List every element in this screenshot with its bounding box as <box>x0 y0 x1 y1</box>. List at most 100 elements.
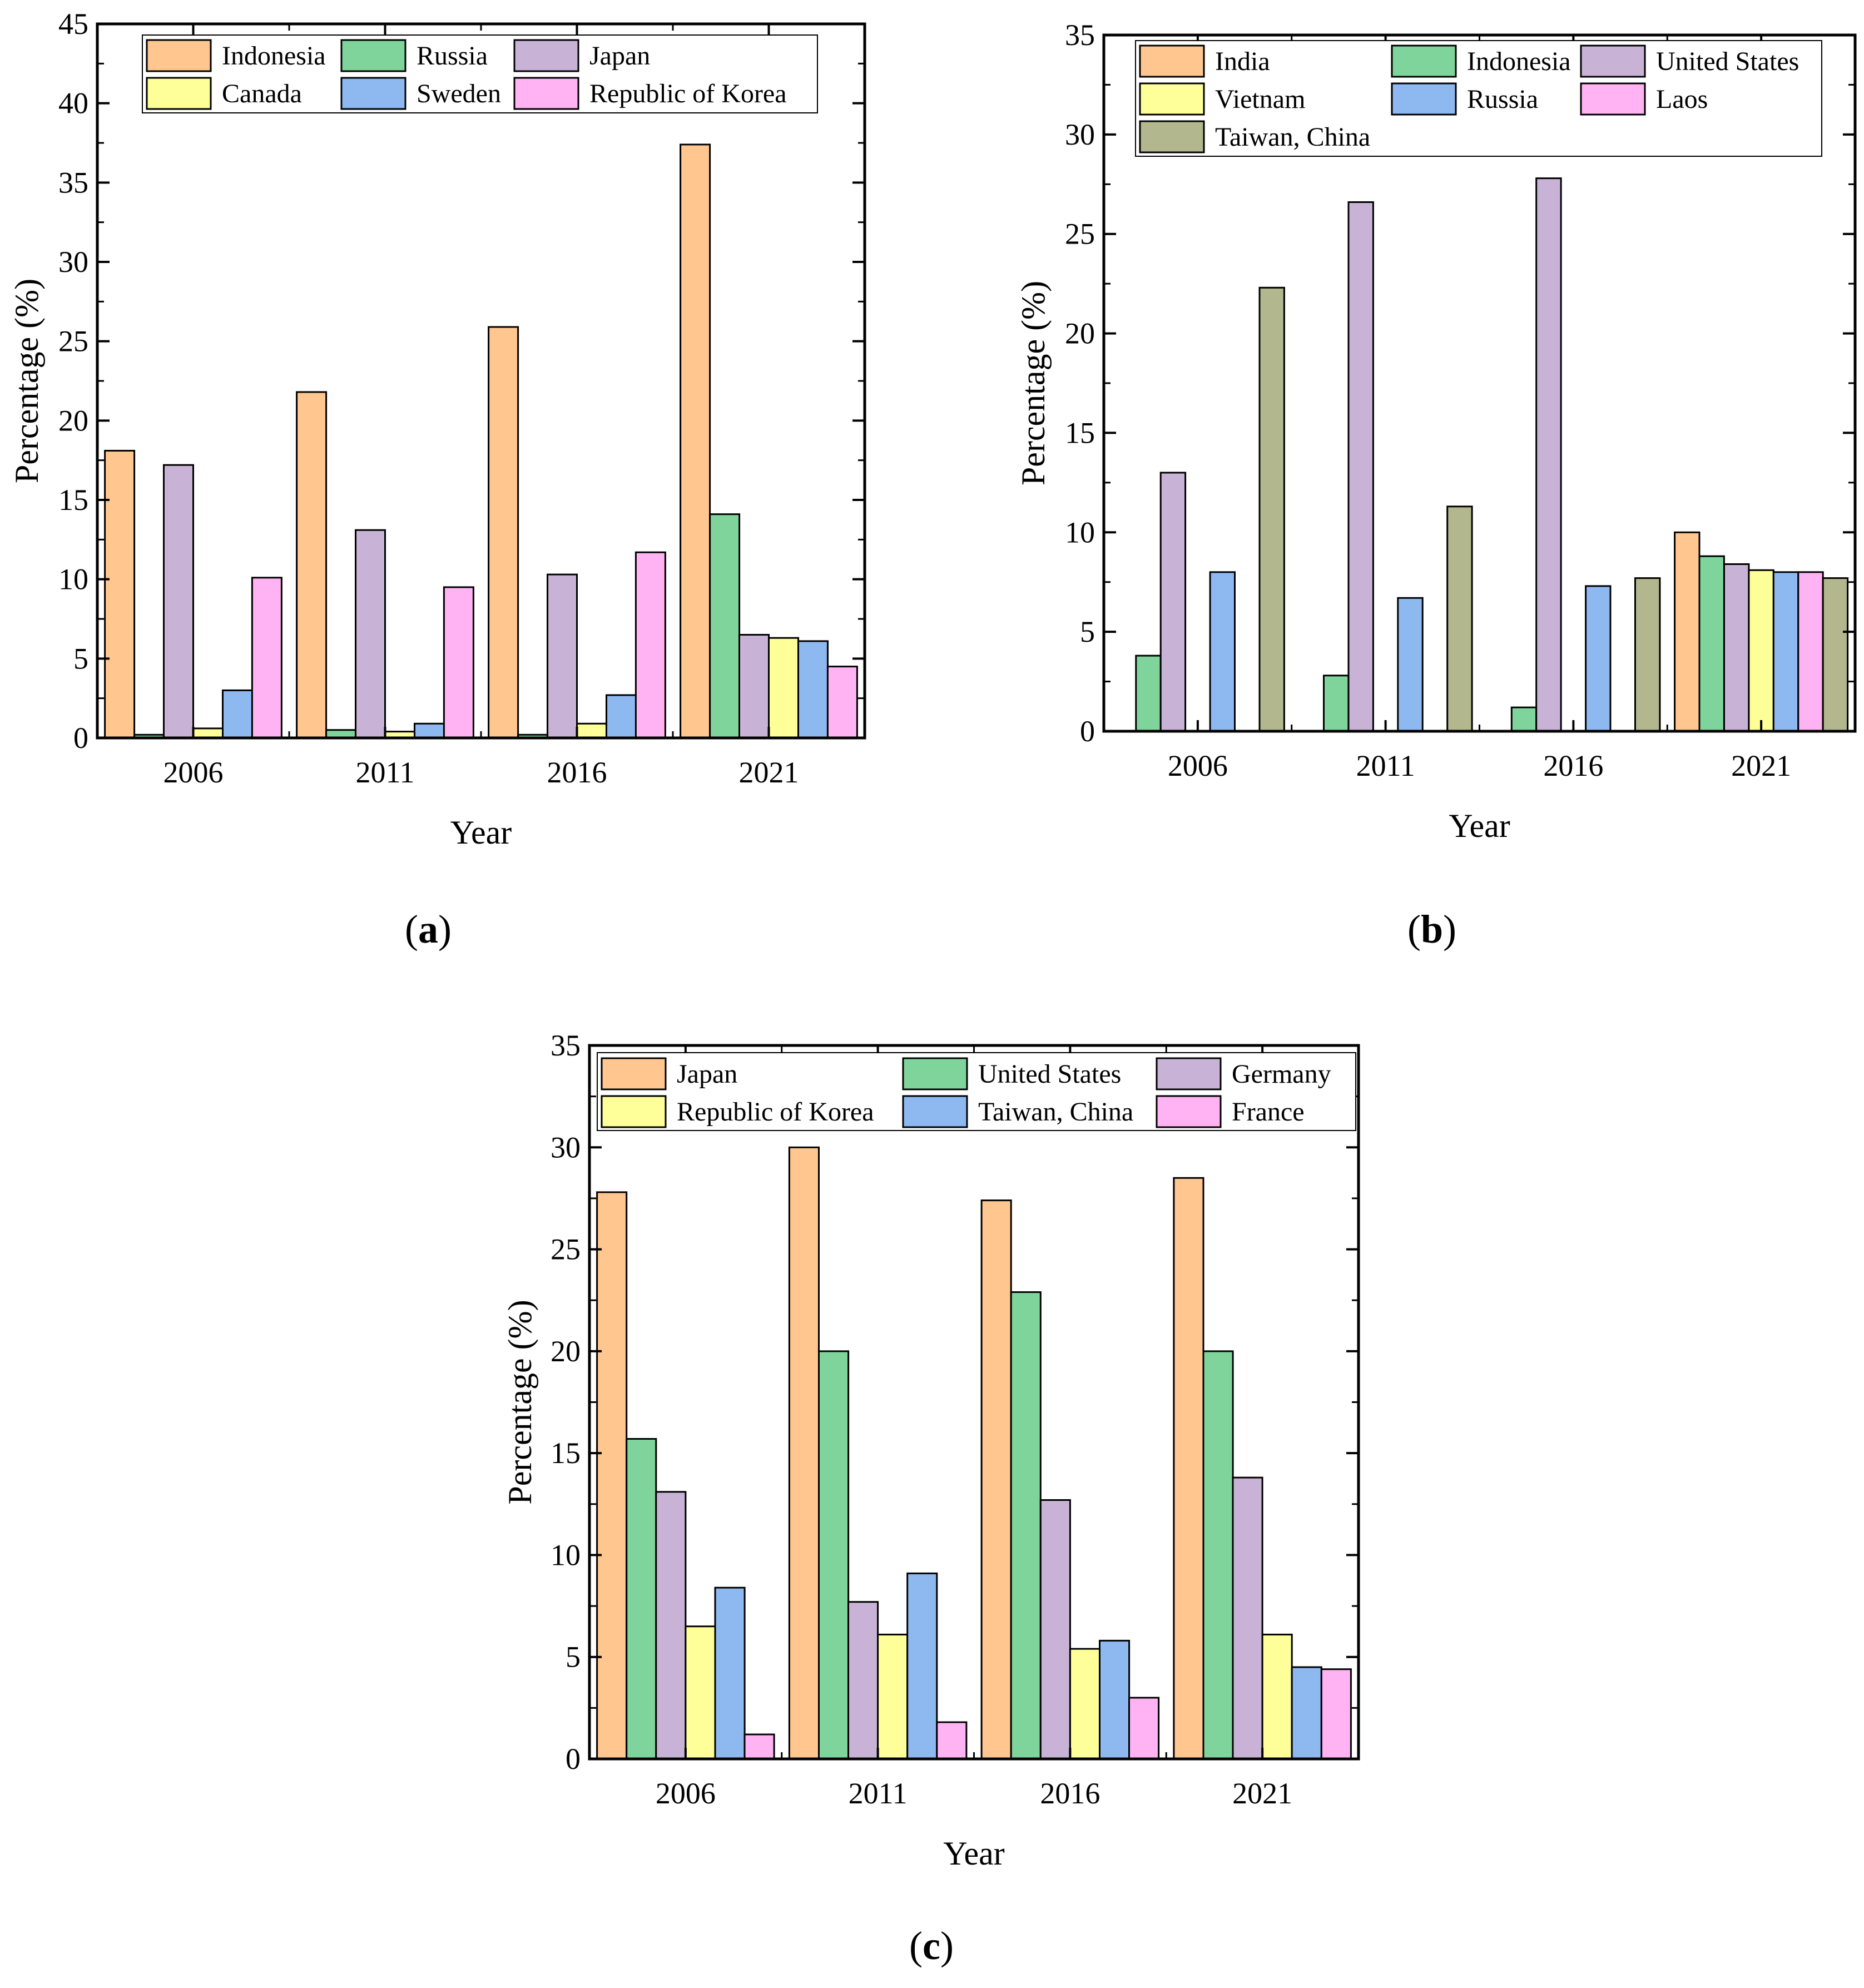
y-tick-label: 10 <box>551 1538 581 1571</box>
x-tick-label: 2021 <box>739 756 799 789</box>
legend-box <box>597 1052 1356 1131</box>
legend-swatch <box>146 77 212 110</box>
x-tick-label: 2016 <box>1543 749 1603 782</box>
y-tick-label: 30 <box>1065 118 1095 151</box>
bar-united-states-2006 <box>1159 472 1187 732</box>
bar-indonesia-2016 <box>1510 706 1538 732</box>
bar-russia-2016 <box>1585 585 1612 732</box>
y-axis-title: Percentage (%) <box>502 1300 538 1504</box>
bar-republic-of-korea-2016 <box>1069 1648 1101 1760</box>
legend-label: India <box>1215 47 1270 76</box>
x-tick-label: 2011 <box>1356 749 1415 782</box>
x-axis-title: Year <box>943 1835 1005 1872</box>
legend-swatch <box>1580 82 1646 116</box>
legend-swatch <box>902 1057 968 1090</box>
y-tick-label: 5 <box>1080 615 1095 648</box>
legend-swatch <box>340 77 406 110</box>
legend-swatch <box>1156 1057 1222 1090</box>
legend-swatch <box>601 1095 667 1128</box>
y-tick-label: 15 <box>58 483 88 517</box>
bar-india-2021 <box>1674 531 1701 732</box>
bar-canada-2006 <box>192 727 224 739</box>
bar-russia-2021 <box>709 513 741 739</box>
legend-swatch <box>1391 82 1457 116</box>
legend-swatch <box>601 1057 667 1090</box>
bar-vietnam-2021 <box>1748 569 1774 732</box>
bar-united-states-2016 <box>1535 177 1562 732</box>
bar-france-2021 <box>1320 1668 1352 1760</box>
bar-germany-2016 <box>1039 1499 1071 1760</box>
bar-canada-2021 <box>768 637 799 739</box>
bar-canada-2016 <box>576 722 607 739</box>
legend-label: United States <box>1656 47 1799 76</box>
bar-germany-2021 <box>1232 1476 1263 1760</box>
bar-indonesia-2006 <box>104 450 136 739</box>
legend-swatch <box>1580 44 1646 78</box>
y-tick-label: 25 <box>551 1233 581 1266</box>
y-tick-label: 20 <box>1065 317 1095 350</box>
chart-panel-2: 0 5 10 15 20 25 30 35 2006 2011 2016 2021 Year Percen… <box>1015 18 1857 951</box>
y-tick-label: 20 <box>551 1335 581 1368</box>
y-tick-label: 0 <box>566 1742 581 1776</box>
legend-swatch <box>1391 44 1457 78</box>
bar-france-2011 <box>936 1721 968 1760</box>
x-tick-label: 2016 <box>1040 1777 1100 1810</box>
bar-united-states-2021 <box>1202 1350 1234 1760</box>
x-tick-label: 2011 <box>356 756 415 789</box>
y-tick-label: 0 <box>73 721 88 755</box>
bar-united-states-2006 <box>626 1438 657 1760</box>
y-tick-label: 10 <box>58 563 88 596</box>
chart-panel-3: 0 5 10 15 20 25 30 35 2006 2011 2016 2021 Year Percen… <box>502 1029 1360 1968</box>
panel-label: (a) <box>405 907 452 951</box>
legend-label: Indonesia <box>222 41 326 71</box>
bar-taiwan-china-2011 <box>1446 505 1473 732</box>
x-axis-title: Year <box>450 814 512 851</box>
legend-label: France <box>1232 1097 1305 1127</box>
legend-label: Japan <box>677 1059 737 1089</box>
bar-japan-2016 <box>980 1199 1012 1760</box>
bar-united-states-2021 <box>1723 563 1750 732</box>
x-tick-label: 2016 <box>547 756 607 789</box>
panel-label: (c) <box>909 1923 954 1968</box>
legend-label: Republic of Korea <box>677 1097 874 1127</box>
bar-republic-of-korea-2006 <box>251 577 282 739</box>
legend-label: Vietnam <box>1215 85 1305 114</box>
legend-label: Russia <box>417 41 488 71</box>
bar-germany-2011 <box>847 1601 879 1760</box>
bar-indonesia-2016 <box>488 326 519 739</box>
legend-label: Sweden <box>417 79 501 108</box>
y-tick-label: 5 <box>566 1640 581 1674</box>
bar-republic-of-korea-2016 <box>634 551 666 739</box>
legend-label: United States <box>978 1059 1121 1089</box>
bar-germany-2006 <box>655 1491 687 1760</box>
bar-japan-2011 <box>788 1146 820 1760</box>
legend: Japan United States Germany Republic of Kor… <box>597 1052 1356 1131</box>
legend: Indonesia Russia Japan Canada Sweden Republic… <box>142 34 818 113</box>
y-tick-label: 10 <box>1065 515 1095 549</box>
bar-sweden-2011 <box>414 722 445 739</box>
bar-united-states-2011 <box>818 1350 850 1760</box>
legend-swatch <box>1156 1095 1222 1128</box>
legend-label: Taiwan, China <box>1215 122 1370 152</box>
legend-box <box>142 34 818 113</box>
bar-taiwan-china-2011 <box>906 1572 938 1760</box>
bar-russia-2021 <box>1772 571 1799 732</box>
x-tick-label: 2011 <box>849 1777 908 1810</box>
chart-panel-1: 0 5 10 15 20 25 30 35 40 45 2006 2011 2016 2021 Year Pe… <box>8 7 866 951</box>
legend: India Indonesia United States Vietnam Russia… <box>1135 40 1822 157</box>
bar-republic-of-korea-2021 <box>826 666 858 739</box>
legend-swatch <box>146 39 212 72</box>
x-tick-label: 2021 <box>1232 1777 1292 1810</box>
legend-label: Indonesia <box>1467 47 1571 76</box>
bar-republic-of-korea-2006 <box>685 1625 716 1760</box>
legend-swatch <box>1139 82 1205 116</box>
legend-label: Russia <box>1467 85 1538 114</box>
bar-indonesia-2021 <box>680 143 711 739</box>
y-tick-label: 35 <box>58 166 88 199</box>
y-tick-label: 25 <box>1065 217 1095 251</box>
bar-sweden-2021 <box>797 640 829 739</box>
x-axis-title: Year <box>1449 807 1510 844</box>
bar-republic-of-korea-2011 <box>877 1633 909 1760</box>
